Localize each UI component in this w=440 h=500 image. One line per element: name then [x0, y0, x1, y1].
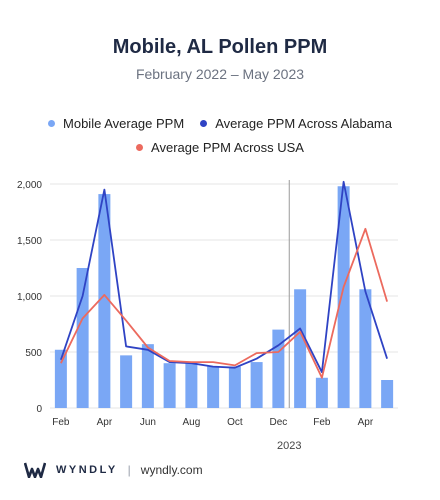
chart-subtitle: February 2022 – May 2023	[135, 66, 305, 82]
bar	[185, 363, 198, 408]
y-tick-label: 2,000	[17, 180, 42, 191]
legend-label-usa: Average PPM Across USA	[151, 140, 304, 155]
bar	[294, 289, 307, 408]
bar	[76, 268, 89, 408]
bar	[381, 380, 394, 408]
bar	[120, 355, 133, 408]
x-tick-label: Feb	[313, 417, 331, 428]
bar	[207, 366, 220, 408]
footer: WYNDLY | wyndly.com	[24, 462, 203, 478]
alabama-line	[60, 180, 388, 374]
x-tick-label: Apr	[97, 417, 113, 428]
pollen-chart: 0 500 1,000 1,500 2,000 Feb Apr Jun Aug Oct Dec Feb…	[17, 180, 398, 452]
year-label: 2023	[277, 440, 301, 452]
y-tick-label: 1,000	[17, 292, 42, 303]
legend-label-mobile: Mobile Average PPM	[63, 116, 185, 131]
footer-separator: |	[127, 463, 131, 477]
bar	[315, 377, 328, 408]
legend-swatch-mobile	[48, 120, 56, 127]
brand-name: WYNDLY	[56, 464, 118, 476]
website-link[interactable]: wyndly.com	[140, 463, 203, 477]
x-tick-label: Apr	[358, 417, 374, 428]
legend-label-alabama: Average PPM Across Alabama	[215, 116, 392, 131]
usa-line	[60, 227, 388, 379]
bar	[337, 186, 350, 408]
bar	[54, 349, 67, 408]
x-tick-label: Dec	[269, 417, 287, 428]
legend-row-2: Average PPM Across USA	[0, 140, 440, 155]
legend-item-mobile: Mobile Average PPM	[48, 116, 184, 131]
bar	[141, 344, 154, 408]
x-tick-label: Aug	[182, 417, 200, 428]
legend-item-usa: Average PPM Across USA	[136, 140, 304, 155]
bar	[250, 362, 263, 408]
x-tick-label: Feb	[52, 417, 70, 428]
bar	[163, 363, 176, 408]
legend-row-1: Mobile Average PPM Average PPM Across Al…	[0, 116, 440, 131]
legend-swatch-usa	[136, 144, 144, 151]
bar	[359, 289, 372, 408]
legend-item-alabama: Average PPM Across Alabama	[200, 116, 392, 131]
bar	[98, 194, 111, 408]
wyndly-logo-icon	[24, 462, 46, 478]
legend-swatch-alabama	[200, 120, 208, 127]
chart-title: Mobile, AL Pollen PPM	[112, 36, 328, 58]
x-tick-label: Jun	[140, 417, 156, 428]
y-tick-label: 0	[36, 404, 42, 415]
y-tick-label: 1,500	[17, 236, 42, 247]
bar	[228, 366, 241, 408]
y-tick-label: 500	[25, 348, 42, 359]
x-tick-label: Oct	[227, 417, 243, 428]
